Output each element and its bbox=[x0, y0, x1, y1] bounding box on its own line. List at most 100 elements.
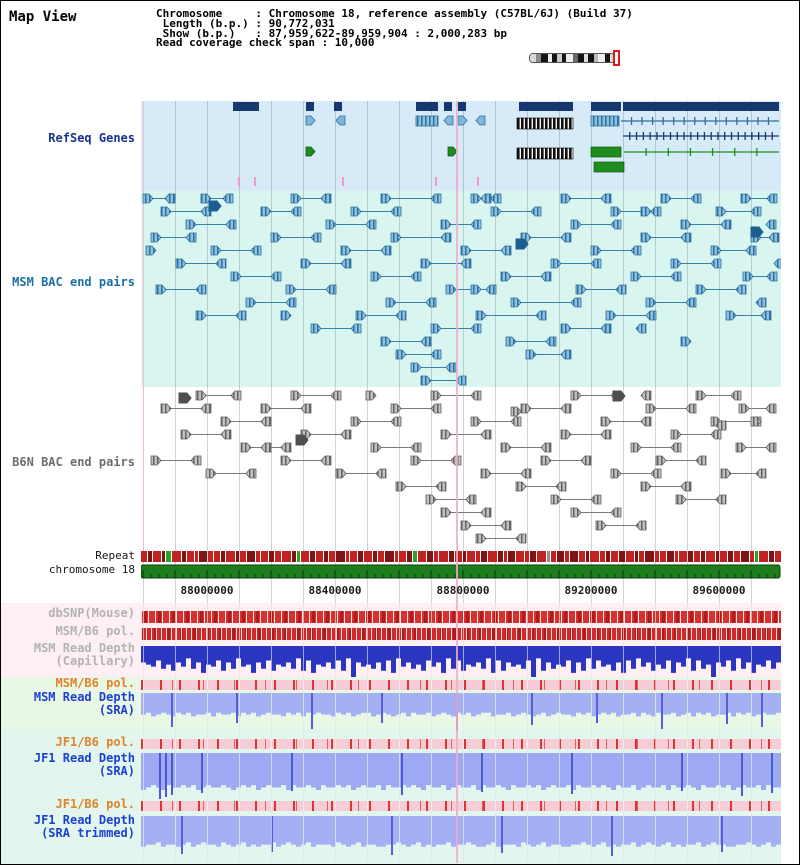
msm-bac-pair[interactable] bbox=[505, 336, 557, 347]
msm-bac-pair[interactable] bbox=[575, 284, 627, 295]
b6n-bac-pair[interactable] bbox=[410, 455, 462, 466]
b6n-bac-pair[interactable] bbox=[150, 455, 202, 466]
gene-exon-block[interactable] bbox=[519, 102, 573, 111]
gene-exon-dense-block[interactable] bbox=[516, 147, 574, 160]
track-label-msm-b6-pol-sra[interactable]: MSM/B6 pol. bbox=[55, 676, 135, 690]
track-label-jf1-b6-pol-sra-2[interactable]: JF1/B6 pol. bbox=[55, 797, 135, 811]
msm-bac-pair[interactable] bbox=[510, 297, 582, 308]
msm-bac-pair[interactable] bbox=[610, 206, 662, 217]
msm-bac-end[interactable] bbox=[773, 258, 781, 269]
gene-glyph[interactable] bbox=[475, 115, 486, 126]
b6n-bac-pair[interactable] bbox=[695, 390, 742, 401]
b6n-bac-pair[interactable] bbox=[540, 455, 592, 466]
gene-exon-block[interactable] bbox=[334, 102, 342, 111]
b6n-bac-pair[interactable] bbox=[425, 494, 477, 505]
gene-intron-line[interactable] bbox=[624, 148, 779, 156]
b6n-bac-pair[interactable] bbox=[560, 429, 612, 440]
chromosome-bar[interactable] bbox=[141, 564, 781, 579]
msm-bac-pair[interactable] bbox=[740, 193, 778, 204]
track-label-jf1-read-depth-trimmed[interactable]: JF1 Read Depth bbox=[33, 813, 135, 827]
msm-bac-pair[interactable] bbox=[710, 245, 757, 256]
msm-bac-pair[interactable] bbox=[490, 206, 542, 217]
msm-bac-pair[interactable] bbox=[290, 193, 332, 204]
b6n-bac-pair[interactable] bbox=[220, 416, 272, 427]
b6n-bac-pair[interactable] bbox=[440, 507, 492, 518]
gene-glyph-green[interactable] bbox=[590, 146, 622, 158]
msm-bac-pair[interactable] bbox=[440, 219, 482, 230]
msm-bac-pair[interactable] bbox=[355, 310, 407, 321]
b6n-bac-pair[interactable] bbox=[395, 481, 447, 492]
b6n-bac-pair[interactable] bbox=[595, 520, 647, 531]
msm-bac-pair[interactable] bbox=[155, 284, 207, 295]
msm-bac-pair[interactable] bbox=[380, 336, 432, 347]
gene-exon-dense-block[interactable] bbox=[516, 117, 574, 130]
b6n-bac-pair[interactable] bbox=[370, 442, 422, 453]
b6n-bac-pair[interactable] bbox=[550, 494, 602, 505]
msm-bac-pair[interactable] bbox=[460, 245, 512, 256]
msm-bac-pair[interactable] bbox=[142, 193, 176, 204]
msm-bac-pair[interactable] bbox=[715, 206, 762, 217]
msm-bac-end[interactable] bbox=[765, 219, 777, 230]
b6n-bac-pair[interactable] bbox=[480, 468, 532, 479]
msm-bac-pair[interactable] bbox=[230, 271, 282, 282]
b6n-bac-pair[interactable] bbox=[440, 429, 492, 440]
b6n-bac-pair[interactable] bbox=[350, 416, 402, 427]
msm-bac-pair[interactable] bbox=[270, 232, 322, 243]
msm-bac-pair[interactable] bbox=[605, 310, 657, 321]
msm-bac-pair[interactable] bbox=[175, 258, 227, 269]
b6n-bac-pair[interactable] bbox=[738, 403, 777, 414]
gene-glyph-green[interactable] bbox=[305, 146, 316, 157]
gene-glyph[interactable] bbox=[457, 115, 468, 126]
msm-bac-end-solid[interactable] bbox=[750, 226, 764, 238]
gene-glyph[interactable] bbox=[590, 115, 620, 127]
msm-bac-pair[interactable] bbox=[395, 349, 442, 360]
b6n-bac-pair[interactable] bbox=[520, 403, 572, 414]
msm-bac-end[interactable] bbox=[640, 206, 652, 217]
b6n-bac-end[interactable] bbox=[750, 416, 762, 427]
b6n-bac-pair[interactable] bbox=[195, 390, 242, 401]
b6n-bac-end[interactable] bbox=[365, 390, 377, 401]
gene-glyph[interactable] bbox=[305, 115, 316, 126]
track-label-chromosome-18[interactable]: chromosome 18 bbox=[48, 563, 135, 576]
b6n-bac-pair[interactable] bbox=[645, 403, 697, 414]
track-label-msm-read-depth-sub[interactable]: (Capillary) bbox=[55, 654, 135, 668]
gene-exon-block[interactable] bbox=[233, 102, 259, 111]
b6n-bac-pair[interactable] bbox=[470, 416, 522, 427]
b6n-bac-end[interactable] bbox=[640, 390, 652, 401]
msm-bac-pair[interactable] bbox=[660, 193, 702, 204]
msm-bac-end-solid[interactable] bbox=[515, 238, 529, 250]
msm-bac-pair[interactable] bbox=[420, 258, 472, 269]
msm-bac-pair[interactable] bbox=[210, 245, 262, 256]
msm-bac-pair[interactable] bbox=[150, 232, 197, 243]
msm-bac-end[interactable] bbox=[635, 323, 647, 334]
msm-bac-pair[interactable] bbox=[725, 310, 772, 321]
gene-glyph[interactable] bbox=[443, 115, 454, 126]
track-label-jf1-read-depth-trimmed-sub[interactable]: (SRA trimmed) bbox=[41, 826, 135, 840]
gene-intron-line[interactable] bbox=[623, 132, 779, 140]
msm-bac-pair[interactable] bbox=[475, 310, 547, 321]
b6n-bac-pair[interactable] bbox=[335, 468, 387, 479]
gene-intron-line[interactable] bbox=[621, 117, 779, 125]
msm-bac-pair[interactable] bbox=[385, 297, 437, 308]
msm-bac-pair[interactable] bbox=[410, 362, 457, 373]
gene-glyph[interactable] bbox=[335, 115, 346, 126]
msm-bac-pair[interactable] bbox=[245, 297, 297, 308]
msm-bac-pair[interactable] bbox=[350, 206, 402, 217]
msm-bac-pair[interactable] bbox=[445, 284, 497, 295]
track-label-jf1-read-depth-sra[interactable]: JF1 Read Depth bbox=[33, 751, 135, 765]
track-label-msm-read-depth-sra[interactable]: MSM Read Depth bbox=[33, 690, 135, 704]
msm-bac-pair[interactable] bbox=[185, 219, 237, 230]
msm-bac-end[interactable] bbox=[470, 284, 482, 295]
msm-bac-pair[interactable] bbox=[160, 206, 212, 217]
msm-bac-pair[interactable] bbox=[300, 258, 352, 269]
b6n-bac-end[interactable] bbox=[260, 442, 272, 453]
gene-exon-block[interactable] bbox=[416, 102, 438, 111]
b6n-bac-pair[interactable] bbox=[475, 533, 527, 544]
track-label-repeat[interactable]: Repeat bbox=[95, 549, 135, 562]
gene-exon-block[interactable] bbox=[591, 102, 621, 111]
track-label-msm-read-depth[interactable]: MSM Read Depth bbox=[33, 641, 135, 655]
msm-bac-pair[interactable] bbox=[420, 375, 467, 386]
msm-bac-pair[interactable] bbox=[560, 323, 612, 334]
b6n-bac-pair[interactable] bbox=[300, 429, 352, 440]
b6n-bac-pair[interactable] bbox=[500, 442, 552, 453]
